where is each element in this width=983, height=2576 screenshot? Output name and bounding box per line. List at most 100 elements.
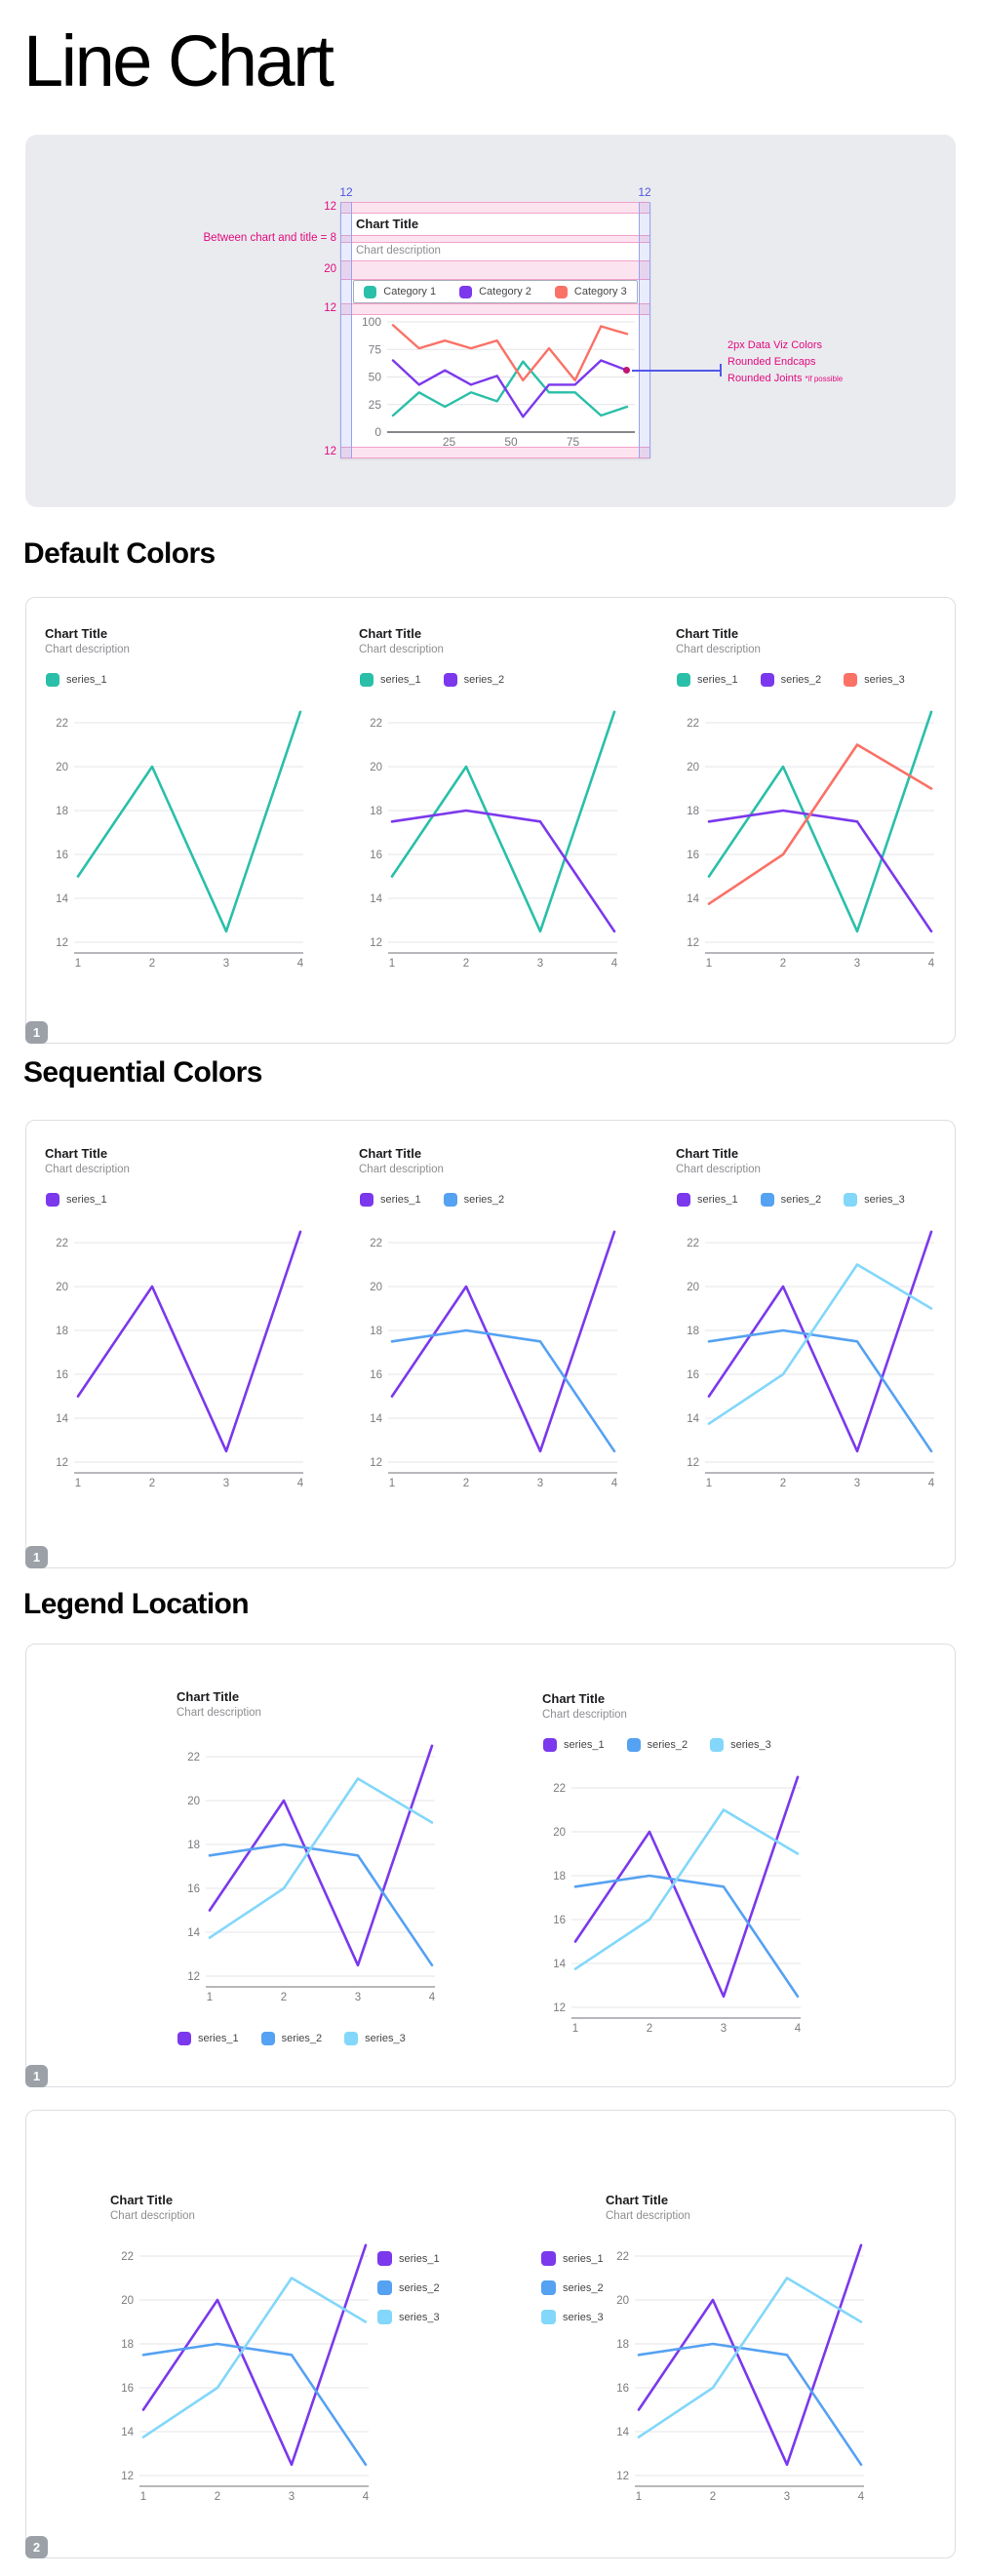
legend-item-label: series_1 (66, 674, 107, 686)
chart-description: Chart description (676, 1164, 761, 1175)
spec-gap-label-right: 12 (638, 185, 651, 199)
svg-text:4: 4 (928, 958, 935, 970)
legend-swatch-icon (377, 2310, 392, 2324)
legend-swatch-icon (344, 2032, 359, 2045)
svg-text:20: 20 (616, 2295, 629, 2307)
svg-text:22: 22 (616, 2251, 629, 2263)
spec-chart-title: Chart Title (356, 217, 419, 231)
svg-text:1: 1 (636, 2491, 642, 2503)
svg-text:4: 4 (297, 1478, 304, 1489)
legend-item-label: series_3 (730, 1739, 771, 1751)
svg-text:16: 16 (616, 2383, 629, 2395)
legend-swatch-icon (677, 673, 690, 687)
legend-item: series_3 (710, 1738, 771, 1752)
chart-card: Chart Title Chart description series_1 seri… (110, 2193, 442, 2576)
legend-item-label: series_3 (365, 2033, 406, 2044)
panel-legend-location-2: 2 Chart Title Chart description series_1 se… (25, 2110, 956, 2558)
legend-swatch-icon (844, 1193, 858, 1207)
svg-text:100: 100 (362, 315, 381, 329)
legend-item-label: series_3 (399, 2311, 440, 2323)
svg-text:14: 14 (370, 893, 382, 905)
legend-swatch-icon (260, 2032, 275, 2045)
svg-text:1: 1 (389, 1478, 395, 1489)
chart-description: Chart description (45, 644, 130, 655)
legend-item: series_1 (541, 2251, 604, 2266)
spec-plot: 100 75 50 25 0 25 50 75 (352, 312, 639, 454)
svg-text:14: 14 (616, 2427, 629, 2438)
chart-description: Chart description (359, 1164, 444, 1175)
line-chart-plot: 22 20 18 16 14 12 1 2 3 4 (359, 1229, 622, 1494)
legend-item: series_1 (677, 1193, 738, 1207)
svg-text:3: 3 (223, 958, 229, 970)
spec-band-12-bottom (340, 447, 650, 458)
svg-text:1: 1 (75, 958, 81, 970)
panel-sequential-colors: 1 Chart Title Chart description series_1 22… (25, 1120, 956, 1568)
svg-text:12: 12 (687, 937, 699, 949)
svg-text:0: 0 (374, 425, 381, 439)
svg-text:1: 1 (389, 958, 395, 970)
svg-text:12: 12 (121, 2471, 134, 2482)
svg-text:20: 20 (687, 762, 699, 773)
legend-item: series_1 (177, 2032, 239, 2045)
legend-item: series_3 (541, 2310, 604, 2324)
svg-text:22: 22 (370, 1238, 382, 1249)
svg-text:22: 22 (553, 1783, 566, 1795)
svg-text:14: 14 (56, 1413, 68, 1425)
legend-swatch-icon (626, 1738, 641, 1752)
svg-text:22: 22 (56, 718, 68, 730)
chart-card: Chart Title Chart description series_1 seri… (177, 1689, 508, 2089)
legend-swatch-icon (443, 673, 457, 687)
legend-item-label: series_2 (780, 674, 822, 686)
chart-title: Chart Title (45, 1146, 108, 1161)
spec-measure-label: Between chart and title = 8 (203, 232, 337, 244)
spec-gap-label-left: 12 (339, 185, 353, 199)
chart-description: Chart description (359, 644, 444, 655)
svg-text:2: 2 (463, 1478, 469, 1489)
legend-item: Category 1 (364, 285, 436, 298)
spec-annotation-note: *if possible (805, 375, 844, 383)
chart-legend: series_1 (46, 1192, 130, 1208)
svg-text:16: 16 (56, 850, 68, 861)
svg-text:12: 12 (687, 1457, 699, 1469)
legend-swatch-icon (364, 285, 377, 298)
chart-title: Chart Title (177, 1689, 240, 1704)
svg-text:14: 14 (687, 1413, 699, 1425)
svg-text:12: 12 (56, 937, 68, 949)
svg-text:14: 14 (687, 893, 699, 905)
chart-legend: series_1 series_2 series_3 (677, 672, 927, 688)
svg-text:16: 16 (187, 1883, 200, 1895)
svg-text:20: 20 (370, 762, 382, 773)
line-chart-plot: 22 20 18 16 14 12 1 2 3 4 (542, 1774, 806, 2040)
spec-band-12-top (340, 202, 650, 214)
svg-text:22: 22 (687, 718, 699, 730)
svg-text:12: 12 (370, 937, 382, 949)
legend-swatch-icon (844, 673, 858, 687)
svg-text:12: 12 (187, 1971, 200, 1983)
svg-text:14: 14 (187, 1927, 200, 1939)
svg-text:20: 20 (370, 1282, 382, 1293)
svg-text:22: 22 (121, 2251, 134, 2263)
chart-card: Chart Title Chart description series_1 seri… (542, 1691, 874, 2091)
svg-text:12: 12 (616, 2471, 629, 2482)
svg-text:16: 16 (121, 2383, 134, 2395)
svg-text:20: 20 (553, 1827, 566, 1839)
spec-callout-tick (720, 364, 722, 376)
svg-text:1: 1 (572, 2023, 578, 2035)
legend-item: series_3 (377, 2310, 440, 2324)
svg-text:20: 20 (56, 762, 68, 773)
svg-text:50: 50 (504, 435, 518, 449)
spec-band-8 (340, 235, 650, 243)
svg-text:1: 1 (706, 1478, 712, 1489)
legend-swatch-icon (541, 2310, 556, 2324)
svg-text:3: 3 (223, 1478, 229, 1489)
line-chart-plot: 22 20 18 16 14 12 1 2 3 4 (45, 709, 308, 974)
svg-text:16: 16 (553, 1915, 566, 1926)
svg-text:1: 1 (706, 958, 712, 970)
legend-swatch-icon (760, 1193, 774, 1207)
legend-swatch-icon (677, 1193, 690, 1207)
svg-text:18: 18 (687, 806, 699, 817)
